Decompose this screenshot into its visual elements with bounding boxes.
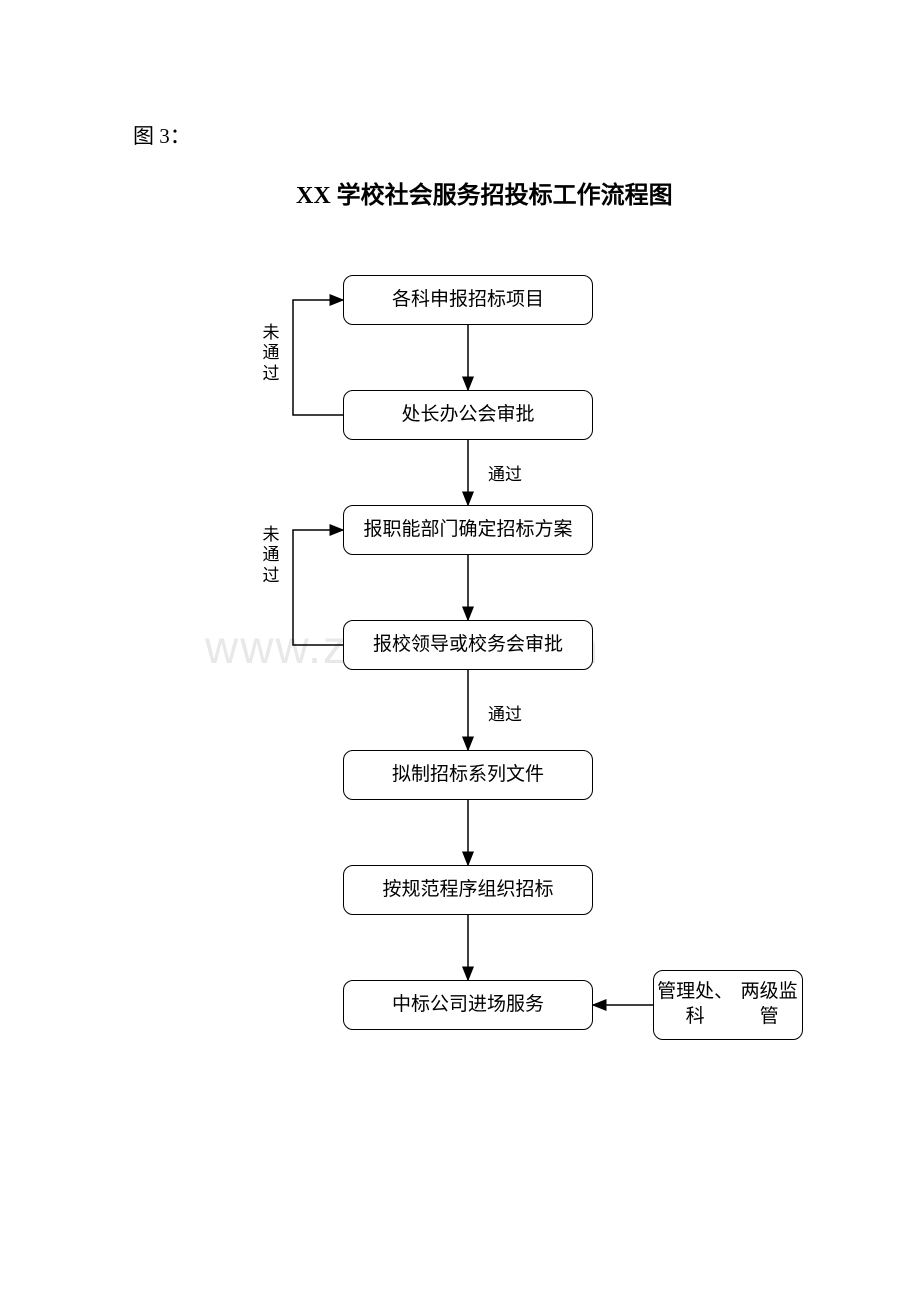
arrow-7	[293, 530, 343, 645]
flowchart-node-n1: 各科申报招标项目	[343, 275, 593, 325]
flowchart-node-n8: 管理处、科两级监管	[653, 970, 803, 1040]
flowchart-node-n7: 中标公司进场服务	[343, 980, 593, 1030]
arrow-6	[293, 300, 343, 415]
flowchart-title: XX 学校社会服务招投标工作流程图	[296, 175, 673, 210]
flowchart-node-n5: 拟制招标系列文件	[343, 750, 593, 800]
edge-label-0: 未通过	[261, 323, 281, 384]
edge-label-1: 通过	[488, 460, 522, 485]
edge-label-3: 通过	[488, 700, 522, 725]
flowchart-node-n2: 处长办公会审批	[343, 390, 593, 440]
edge-label-2: 未通过	[261, 525, 281, 586]
figure-label: 图 3：	[133, 120, 191, 150]
flowchart-node-n4: 报校领导或校务会审批	[343, 620, 593, 670]
flowchart-node-n6: 按规范程序组织招标	[343, 865, 593, 915]
flowchart-node-n3: 报职能部门确定招标方案	[343, 505, 593, 555]
